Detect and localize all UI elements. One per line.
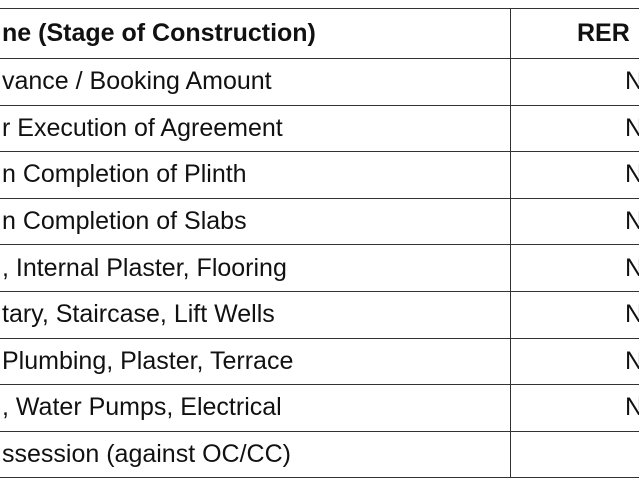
stage-cell: n Completion of Plinth — [2, 160, 247, 189]
table-row: vance / Booking Amount N — [0, 58, 639, 105]
table-row: ssession (against OC/CC) — [0, 430, 639, 478]
table-row: tary, Staircase, Lift Wells N — [0, 291, 639, 338]
table-row: Plumbing, Plaster, Terrace N — [0, 337, 639, 385]
rera-cell: N — [510, 338, 639, 385]
header-row: ne (Stage of Construction) RER — [0, 8, 639, 58]
rera-cell: N — [510, 105, 639, 152]
stage-cell: ne (Stage of Construction) — [2, 19, 316, 47]
stage-cell: tary, Staircase, Lift Wells — [2, 300, 275, 329]
rera-cell: N — [510, 198, 639, 245]
rera-cell: N — [510, 59, 639, 105]
table-row: , Internal Plaster, Flooring N — [0, 244, 639, 291]
table-row: n Completion of Slabs N — [0, 197, 639, 245]
stage-cell: vance / Booking Amount — [2, 67, 272, 96]
stage-cell: ssession (against OC/CC) — [2, 440, 291, 469]
rera-cell: N — [510, 245, 639, 291]
stage-cell: n Completion of Slabs — [2, 207, 247, 236]
stage-cell: , Water Pumps, Electrical — [2, 393, 282, 422]
rera-cell: N — [510, 292, 639, 338]
stage-cell: Plumbing, Plaster, Terrace — [2, 346, 294, 375]
rera-cell: N — [510, 152, 639, 198]
table-row: , Water Pumps, Electrical N — [0, 384, 639, 431]
rera-cell — [510, 431, 639, 478]
table-row: r Execution of Agreement N — [0, 104, 639, 152]
stage-cell: r Execution of Agreement — [2, 113, 283, 142]
table-row: n Completion of Plinth N — [0, 151, 639, 198]
stage-cell: , Internal Plaster, Flooring — [2, 253, 287, 282]
table-border — [0, 477, 639, 478]
rera-cell: N — [510, 385, 639, 431]
rera-cell: RER — [510, 9, 639, 58]
